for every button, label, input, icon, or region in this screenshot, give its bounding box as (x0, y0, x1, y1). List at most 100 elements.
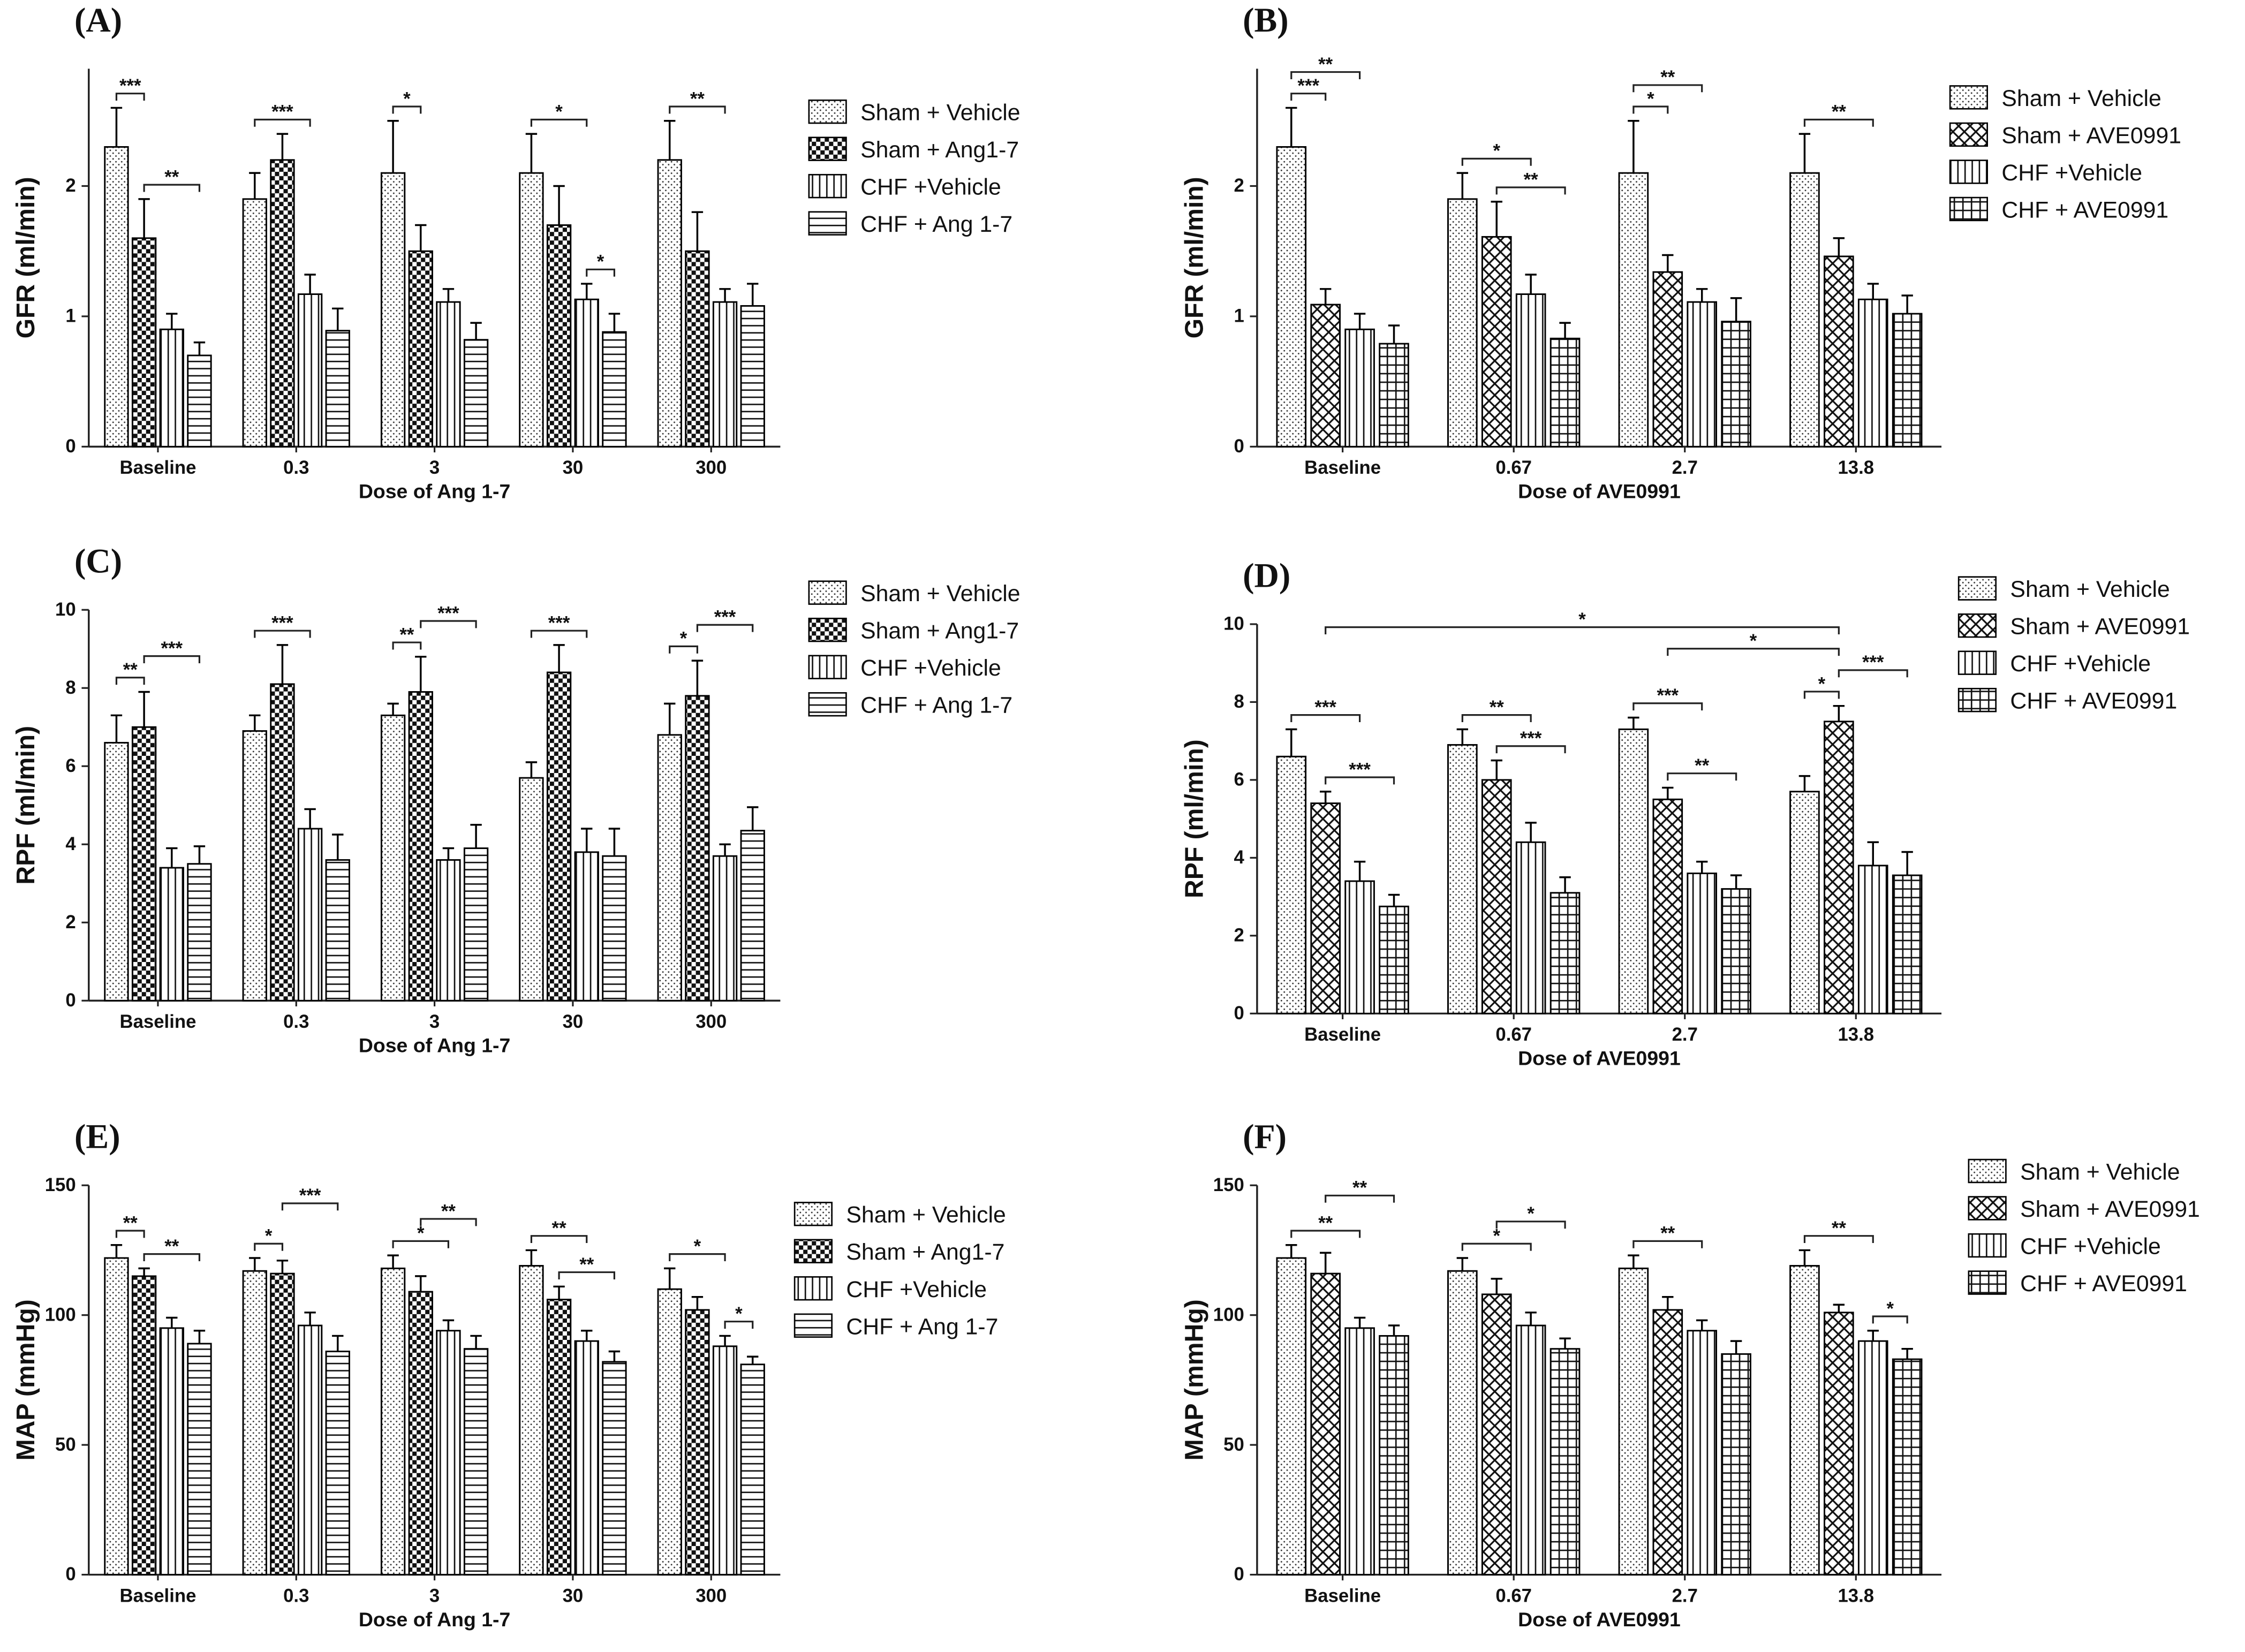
x-tick-label: 0.67 (1495, 1025, 1532, 1045)
error-bar (691, 660, 704, 696)
error-bar (387, 702, 399, 716)
legend-label: Sham + Vehicle (846, 1202, 1006, 1228)
bar (325, 859, 350, 1002)
error-bar (1867, 1330, 1879, 1342)
significance-bracket (586, 268, 616, 277)
x-tick-label: 30 (563, 1012, 584, 1032)
bar (1276, 1257, 1307, 1576)
significance-label: ** (164, 1237, 179, 1257)
bar (408, 250, 433, 448)
bar (1824, 1312, 1854, 1576)
error-bar (1559, 1337, 1571, 1349)
error-bar (1696, 860, 1708, 874)
error-bar (304, 1312, 316, 1326)
significance-label: * (417, 1224, 425, 1244)
y-tick-label: 0 (1234, 1003, 1244, 1024)
bar (1447, 744, 1478, 1014)
bar (1310, 1272, 1341, 1576)
error-bar (1286, 728, 1297, 757)
significance-bracket (143, 184, 201, 192)
significance-label: *** (1297, 76, 1319, 96)
error-bar (1730, 874, 1742, 889)
error-bar (719, 288, 731, 302)
error-bar (332, 307, 344, 331)
bar (685, 1309, 710, 1576)
bar (463, 847, 489, 1002)
error-bar (166, 847, 178, 868)
legend-label: Sham + Vehicle (860, 581, 1020, 607)
error-bar (193, 1330, 206, 1344)
significance-label: *** (1862, 653, 1884, 673)
error-bar (581, 1330, 593, 1342)
bar (657, 159, 682, 448)
bar (1652, 798, 1683, 1014)
significance-label: ** (1524, 170, 1539, 190)
x-tick-label: 2.7 (1672, 458, 1698, 478)
significance-bracket (669, 105, 726, 114)
error-bar (1901, 1347, 1913, 1360)
error-bar (110, 1244, 123, 1258)
significance-bracket (1632, 105, 1669, 114)
x-tick-label: 0.3 (283, 458, 309, 478)
error-bar (1491, 759, 1502, 780)
error-bar (1628, 120, 1639, 173)
bar (408, 1291, 433, 1576)
x-tick-label: 0.67 (1495, 1586, 1532, 1606)
bar (436, 859, 461, 1002)
y-tick-label: 1 (1234, 306, 1244, 327)
error-bar (1354, 313, 1366, 330)
significance-bracket (392, 641, 422, 650)
bar (657, 734, 682, 1002)
x-tick-label: 0.67 (1495, 458, 1532, 478)
bar (1721, 321, 1751, 448)
legend-label: Sham + Ang1-7 (860, 618, 1019, 644)
y-tick-label: 6 (1234, 770, 1244, 790)
significance-label: *** (119, 76, 141, 96)
bar (1515, 293, 1546, 448)
significance-label: * (1647, 89, 1654, 109)
significance-label: * (403, 89, 411, 109)
error-bar (1319, 288, 1332, 305)
bar (131, 237, 157, 448)
significance-bracket (1290, 1230, 1361, 1238)
significance-bracket (530, 1235, 588, 1244)
bar (712, 855, 738, 1002)
error-bar (193, 341, 206, 355)
y-axis-label: MAP (mmHg) (1180, 1299, 1208, 1460)
significance-bracket (392, 1240, 450, 1248)
significance-label: ** (1352, 1178, 1367, 1199)
legend-label: Sham + Vehicle (860, 100, 1020, 126)
error-bar (1319, 790, 1332, 804)
bar (1276, 755, 1307, 1014)
error-bar (332, 833, 344, 860)
bar (1618, 1267, 1649, 1576)
significance-label: *** (271, 102, 293, 123)
error-bar (276, 133, 289, 160)
bar (1447, 198, 1478, 448)
y-axis-label: RPF (ml/min) (1180, 739, 1208, 898)
bar (242, 730, 267, 1002)
panel-label: (B) (1243, 1, 1289, 39)
bar (104, 1257, 129, 1576)
significance-label: *** (1349, 760, 1371, 780)
error-bar (608, 1350, 621, 1362)
error-bar (193, 845, 206, 864)
bar (187, 354, 212, 448)
significance-bracket (115, 677, 145, 685)
bar (380, 714, 406, 1002)
legend-label: Sham + Ang1-7 (860, 137, 1019, 163)
bar (1276, 146, 1307, 448)
significance-bracket (1461, 714, 1532, 722)
bar (187, 863, 212, 1002)
error-bar (387, 1254, 399, 1269)
error-bar (1833, 237, 1845, 256)
significance-label: ** (123, 1213, 138, 1233)
error-bar (1867, 841, 1879, 866)
significance-bracket (1495, 186, 1566, 195)
error-bar (1696, 1319, 1708, 1331)
bar (1310, 304, 1341, 448)
bar (1687, 872, 1718, 1014)
legend-label: Sham + AVE0991 (2020, 1196, 2200, 1222)
legend-swatch (793, 1201, 833, 1226)
bar (1652, 1309, 1683, 1576)
